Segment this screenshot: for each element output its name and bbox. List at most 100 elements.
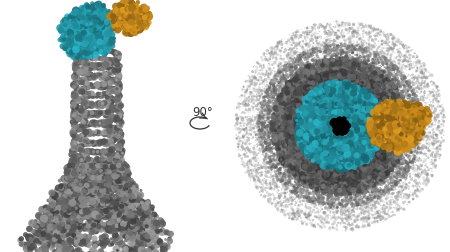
Point [285,65,292,69]
Point [347,105,354,109]
Point [374,214,382,218]
Point [87,184,94,188]
Point [383,189,391,193]
Point [320,45,328,49]
Point [333,151,341,155]
Point [384,77,391,81]
Point [336,124,343,128]
Point [116,223,123,227]
Point [81,23,88,27]
Point [331,41,338,45]
Point [326,124,333,129]
Point [74,35,81,39]
Point [418,117,426,121]
Point [81,171,89,175]
Point [410,117,417,121]
Point [284,164,291,168]
Point [268,203,275,207]
Point [95,105,102,109]
Point [401,55,408,59]
Point [284,126,291,130]
Point [392,66,399,70]
Point [405,113,412,117]
Point [321,127,328,131]
Point [379,123,386,128]
Point [347,123,355,128]
Point [71,66,78,70]
Point [343,130,350,134]
Point [325,65,333,69]
Point [117,164,124,168]
Point [308,34,315,38]
Point [123,193,130,197]
Point [113,68,120,72]
Point [412,195,419,199]
Point [407,109,414,113]
Point [327,181,334,185]
Point [334,142,341,146]
Point [334,206,341,210]
Point [309,48,316,52]
Point [334,127,341,131]
Point [386,71,393,75]
Point [114,178,121,182]
Point [391,149,398,153]
Point [353,59,360,63]
Point [320,201,327,205]
Point [115,218,122,223]
Point [340,122,347,126]
Point [124,199,131,203]
Point [339,125,346,129]
Point [307,50,314,54]
Point [405,133,413,137]
Point [130,224,138,228]
Point [415,165,422,169]
Point [405,117,412,121]
Point [78,81,85,85]
Point [349,208,356,212]
Point [96,37,104,41]
Point [408,112,415,116]
Point [336,57,343,61]
Point [282,125,289,129]
Point [399,182,406,186]
Point [367,179,374,183]
Point [338,42,345,46]
Point [102,191,109,195]
Point [243,129,250,133]
Point [327,48,334,52]
Point [116,155,123,159]
Point [349,56,356,60]
Point [88,188,95,192]
Point [284,182,291,186]
Point [69,151,76,155]
Point [338,52,345,56]
Point [22,233,29,237]
Point [363,216,370,220]
Point [267,170,274,174]
Point [393,65,400,69]
Point [76,89,83,93]
Point [306,127,313,131]
Point [396,153,404,158]
Point [104,114,112,118]
Point [339,127,346,131]
Point [79,110,86,114]
Point [93,20,100,24]
Point [286,139,293,143]
Point [371,69,378,73]
Point [396,191,404,195]
Point [377,132,384,136]
Point [392,113,399,117]
Point [343,49,351,53]
Point [297,79,304,83]
Point [402,68,409,72]
Point [306,87,313,91]
Point [269,105,276,109]
Point [387,129,394,133]
Point [339,177,346,181]
Point [380,92,387,96]
Point [319,45,326,49]
Point [391,137,398,141]
Point [91,37,98,41]
